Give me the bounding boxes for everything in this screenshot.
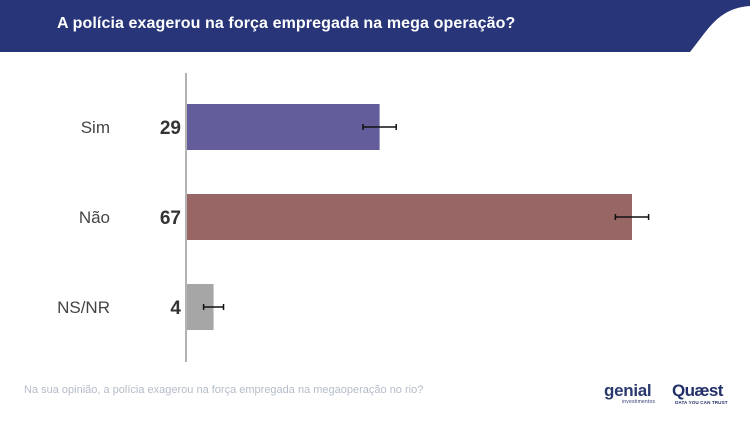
genial-logo-word: genial	[604, 381, 652, 400]
header-banner: A polícia exagerou na força empregada na…	[0, 0, 750, 52]
value-label-n-o: 67	[160, 208, 181, 229]
page-title: A polícia exagerou na força empregada na…	[57, 15, 516, 32]
bar-chart: Sim 29 Não 67 NS/NR 4	[57, 73, 650, 362]
category-label-sim: Sim	[81, 118, 110, 137]
genial-logo-subtitle: investimentos	[622, 399, 656, 405]
header-background	[0, 0, 750, 52]
quaest-logo-tagline: DATA YOU CAN TRUST	[675, 400, 728, 405]
value-label-sim: 29	[160, 118, 181, 139]
category-label-n-o: Não	[79, 208, 110, 227]
bar-sim	[187, 104, 380, 150]
bars-group: Sim 29 Não 67 NS/NR 4	[57, 104, 650, 330]
quaest-logo: Quæst DATA YOU CAN TRUST	[672, 382, 734, 408]
quaest-logo-word: Quæst	[672, 381, 723, 400]
footnote-question: Na sua opinião, a polícia exagerou na fo…	[24, 384, 424, 396]
value-label-ns-nr: 4	[170, 298, 181, 319]
category-label-ns-nr: NS/NR	[57, 298, 110, 317]
logos: genial investimentos Quæst DATA YOU CAN …	[604, 380, 734, 410]
bar-n-o	[187, 194, 632, 240]
genial-logo: genial investimentos	[604, 382, 666, 408]
